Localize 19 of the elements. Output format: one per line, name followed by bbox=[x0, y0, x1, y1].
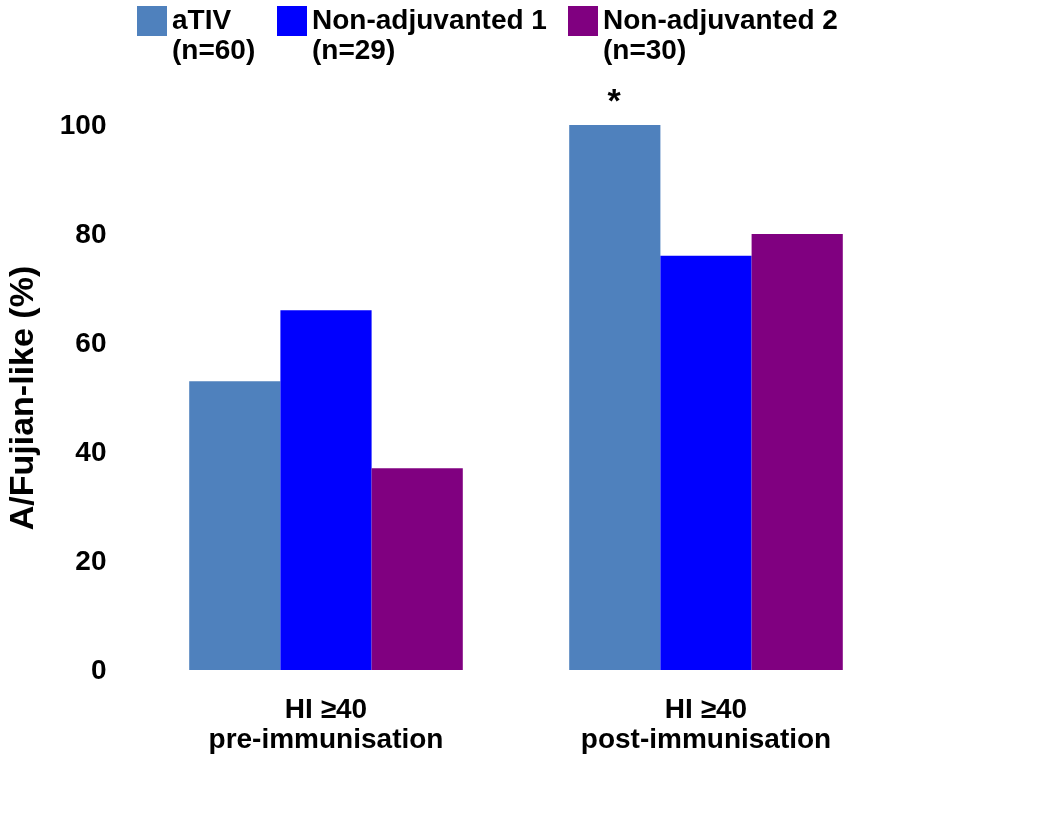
bar bbox=[569, 125, 661, 670]
x-tick-label: HI ≥40 pre-immunisation bbox=[208, 692, 444, 754]
y-tick-label: 40 bbox=[75, 435, 107, 467]
text: * bbox=[607, 81, 622, 119]
y-tick-label: 100 bbox=[59, 108, 107, 140]
x-tick-label: HI ≥40 post-immunisation bbox=[580, 692, 832, 754]
y-tick-label: 60 bbox=[75, 326, 107, 358]
legend-label: aTIV (n=60) bbox=[172, 4, 256, 65]
legend-label: Non-adjuvanted 2 (n=30) bbox=[603, 4, 838, 65]
bar bbox=[371, 468, 463, 670]
y-tick-label: 20 bbox=[75, 544, 107, 576]
y-tick-label: 0 bbox=[90, 653, 107, 685]
bar bbox=[660, 255, 752, 670]
legend-label: Non-adjuvanted 1 (n=29) bbox=[312, 4, 547, 65]
y-tick-label: 80 bbox=[75, 217, 107, 249]
bar bbox=[189, 381, 281, 670]
y-axis-title: A/Fujian-like (%) bbox=[1, 265, 40, 531]
bar bbox=[751, 234, 843, 670]
bar bbox=[280, 310, 372, 670]
